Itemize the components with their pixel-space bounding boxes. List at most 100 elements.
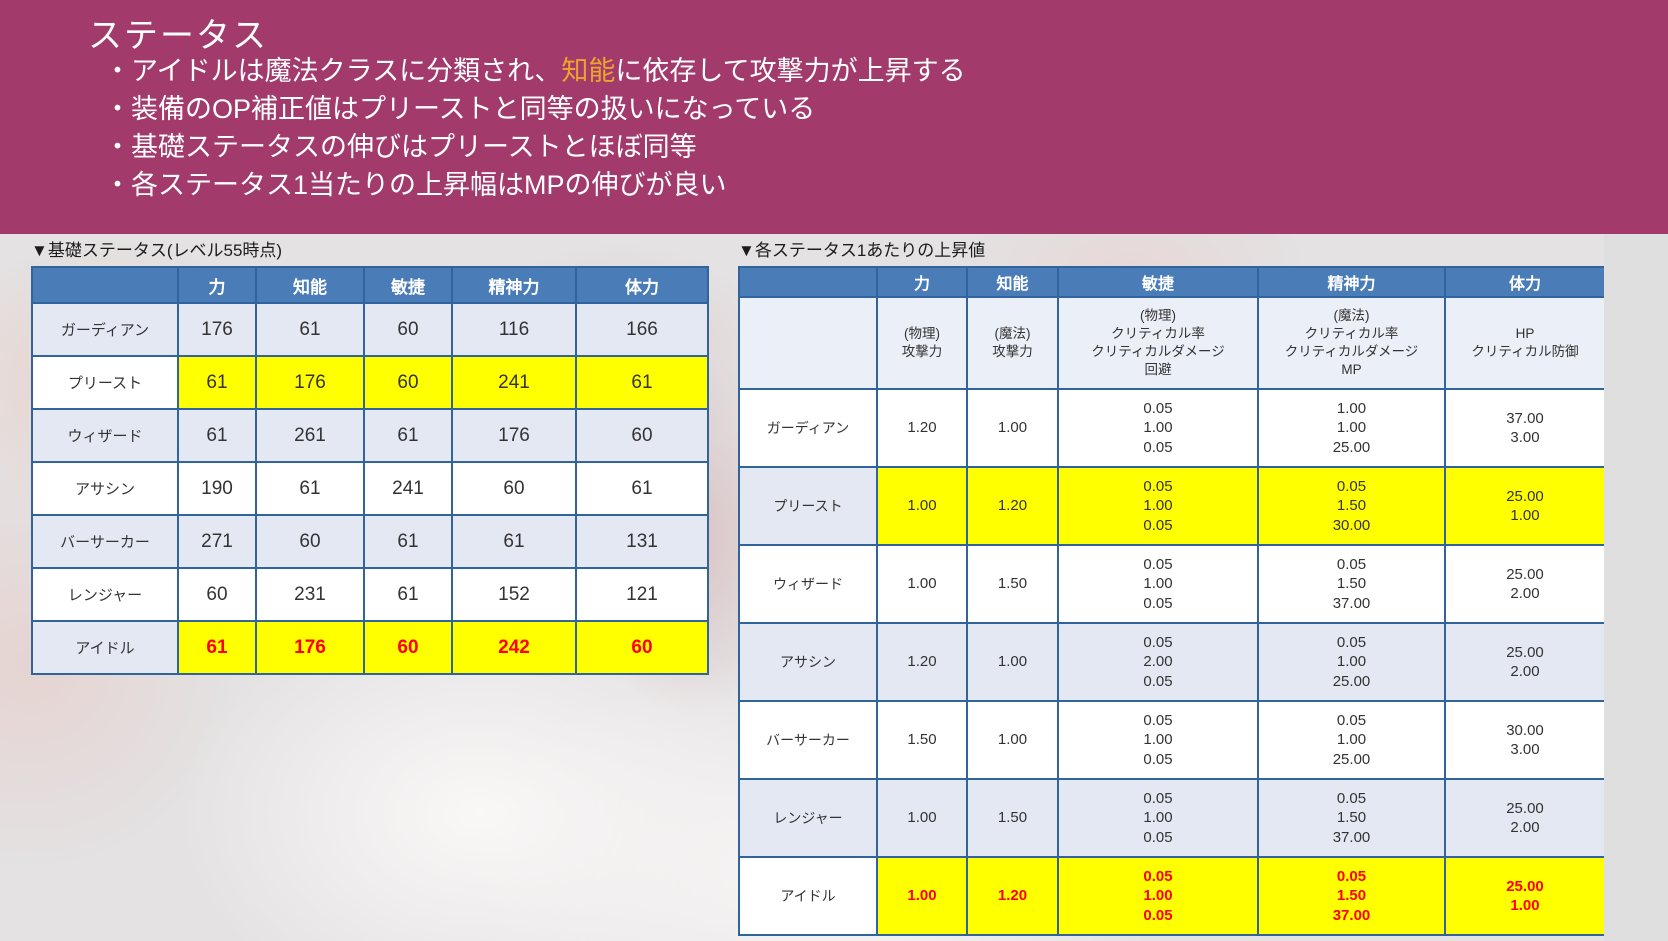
- stat-value-cell: 61: [177, 355, 257, 410]
- column-header-cell: 力: [876, 266, 968, 298]
- note-line: ・基礎ステータスの伸びはプリーストとほぼ同等: [104, 128, 966, 166]
- stat-value-cell: 176: [451, 408, 577, 463]
- stat-value-cell: 0.05 1.00 0.05: [1057, 466, 1259, 546]
- stat-value-cell: 25.00 2.00: [1444, 544, 1606, 624]
- stat-value-cell: 1.50: [876, 700, 968, 780]
- stat-value-cell: 61: [575, 355, 709, 410]
- column-header-cell: 体力: [575, 266, 709, 304]
- stat-value-cell: 61: [363, 514, 453, 569]
- stat-value-cell: 0.05 1.00 25.00: [1257, 700, 1446, 780]
- stat-value-cell: 0.05 1.00 0.05: [1057, 544, 1259, 624]
- table-row: アサシン 1.20 1.00 0.05 2.00 0.05 0.05 1.00 25.0…: [738, 622, 1606, 702]
- class-name-cell: アサシン: [738, 622, 878, 702]
- subheader-cell: (魔法) 攻撃力: [966, 296, 1059, 390]
- stat-value-cell: 60: [363, 620, 453, 675]
- stat-value-cell: 60: [575, 408, 709, 463]
- stat-value-cell: 61: [575, 461, 709, 516]
- stat-value-cell: 30.00 3.00: [1444, 700, 1606, 780]
- stat-value-cell: 0.05 1.00 0.05: [1057, 856, 1259, 936]
- note-line: ・各ステータス1当たりの上昇幅はMPの伸びが良い: [104, 166, 966, 204]
- table-row: アサシン 190 61 241 60 61: [31, 461, 709, 516]
- stat-value-cell: 60: [451, 461, 577, 516]
- table-row: バーサーカー 271 60 61 61 131: [31, 514, 709, 569]
- stat-value-cell: 1.00: [966, 388, 1059, 468]
- stat-value-cell: 176: [255, 620, 365, 675]
- stat-value-cell: 1.00: [966, 700, 1059, 780]
- note-text: ・アイドルは魔法クラスに分類され、: [104, 56, 562, 86]
- stat-value-cell: 241: [363, 461, 453, 516]
- stat-value-cell: 0.05 1.50 37.00: [1257, 778, 1446, 858]
- table-row: プリースト 61 176 60 241 61: [31, 355, 709, 410]
- stat-value-cell: 176: [255, 355, 365, 410]
- class-name-cell: プリースト: [738, 466, 878, 546]
- table-row: アイドル 61 176 60 242 60: [31, 620, 709, 675]
- header-row: 力知能 敏捷 精神力 体力: [738, 266, 1606, 298]
- stat-value-cell: 0.05 2.00 0.05: [1057, 622, 1259, 702]
- column-header-cell: 敏捷: [1057, 266, 1259, 298]
- column-header-cell: 力: [177, 266, 257, 304]
- header-banner: ステータス ・アイドルは魔法クラスに分類され、知能に依存して攻撃力が上昇する・装…: [0, 0, 1668, 234]
- subheader-cell: (魔法) クリティカル率 クリティカルダメージ MP: [1257, 296, 1446, 390]
- note-line: ・装備のOP補正値はプリーストと同等の扱いになっている: [104, 90, 966, 128]
- corner-cell: [31, 266, 179, 304]
- stat-value-cell: 131: [575, 514, 709, 569]
- page-title: ステータス: [88, 17, 268, 55]
- class-name-cell: アサシン: [31, 461, 179, 516]
- stat-value-cell: 1.50: [966, 778, 1059, 858]
- table-row: ガーディアン 176 61 60 116 166: [31, 302, 709, 357]
- table-row: アイドル 1.00 1.20 0.05 1.00 0.05 0.05 1.50 37.0…: [738, 856, 1606, 936]
- stat-value-cell: 25.00 2.00: [1444, 622, 1606, 702]
- base-stats-section: ▼基礎ステータス(レベル55時点) 力知能 敏捷 精神力 体力 ガーディアン 176 61…: [31, 240, 709, 675]
- stat-value-cell: 37.00 3.00: [1444, 388, 1606, 468]
- class-name-cell: レンジャー: [31, 567, 179, 622]
- column-header-cell: 知能: [255, 266, 365, 304]
- table-row: プリースト 1.00 1.20 0.05 1.00 0.05 0.05 1.50 30.…: [738, 466, 1606, 546]
- class-name-cell: プリースト: [31, 355, 179, 410]
- class-name-cell: バーサーカー: [738, 700, 878, 780]
- stat-value-cell: 190: [177, 461, 257, 516]
- corner-cell: [738, 266, 878, 298]
- stat-value-cell: 61: [177, 408, 257, 463]
- stat-value-cell: 0.05 1.00 0.05: [1057, 778, 1259, 858]
- class-name-cell: レンジャー: [738, 778, 878, 858]
- stat-value-cell: 61: [363, 567, 453, 622]
- stat-value-cell: 1.00: [966, 622, 1059, 702]
- stat-value-cell: 60: [363, 302, 453, 357]
- note-text: ・装備のOP補正値はプリーストと同等の扱いになっている: [104, 94, 816, 124]
- stat-value-cell: 0.05 1.50 37.00: [1257, 856, 1446, 936]
- base-stats-title: ▼基礎ステータス(レベル55時点): [31, 241, 283, 260]
- table-row: レンジャー 1.00 1.50 0.05 1.00 0.05 0.05 1.50 37.…: [738, 778, 1606, 858]
- per-stat-table: 力知能 敏捷 精神力 体力 (物理) 攻撃力 (魔法) 攻撃力 (物理) クリティカル率 …: [738, 266, 1606, 936]
- stat-value-cell: 0.05 1.00 0.05: [1057, 388, 1259, 468]
- stat-value-cell: 1.00 1.00 25.00: [1257, 388, 1446, 468]
- subheader-cell: (物理) 攻撃力: [876, 296, 968, 390]
- stat-value-cell: 61: [177, 620, 257, 675]
- stat-value-cell: 0.05 1.00 25.00: [1257, 622, 1446, 702]
- stat-value-cell: 1.20: [966, 856, 1059, 936]
- stat-value-cell: 1.00: [876, 466, 968, 546]
- header-row: 力知能 敏捷 精神力 体力: [31, 266, 709, 304]
- stat-value-cell: 0.05 1.00 0.05: [1057, 700, 1259, 780]
- note-line: ・アイドルは魔法クラスに分類され、知能に依存して攻撃力が上昇する: [104, 52, 966, 90]
- class-name-cell: ウィザード: [738, 544, 878, 624]
- subheader-cell: HP クリティカル防御: [1444, 296, 1606, 390]
- per-stat-section: ▼各ステータス1あたりの上昇値 力知能 敏捷 精神力 体力 (物理) 攻撃力 (魔法) …: [738, 240, 1606, 936]
- note-text: に依存して攻撃力が上昇する: [615, 56, 966, 86]
- stat-value-cell: 1.00: [876, 778, 968, 858]
- stat-value-cell: 0.05 1.50 37.00: [1257, 544, 1446, 624]
- class-name-cell: ガーディアン: [31, 302, 179, 357]
- class-name-cell: ウィザード: [31, 408, 179, 463]
- stat-value-cell: 25.00 2.00: [1444, 778, 1606, 858]
- content-area: ▼基礎ステータス(レベル55時点) 力知能 敏捷 精神力 体力 ガーディアン 176 61…: [0, 234, 1668, 941]
- stat-value-cell: 1.20: [966, 466, 1059, 546]
- stat-value-cell: 60: [177, 567, 257, 622]
- stat-value-cell: 1.20: [876, 388, 968, 468]
- notes-list: ・アイドルは魔法クラスに分類され、知能に依存して攻撃力が上昇する・装備のOP補正…: [104, 52, 966, 204]
- column-header-cell: 体力: [1444, 266, 1606, 298]
- base-stats-table: 力知能 敏捷 精神力 体力 ガーディアン 176 61 60 116 166 プリースト 61 176…: [31, 266, 709, 675]
- stat-value-cell: 60: [363, 355, 453, 410]
- per-stat-title: ▼各ステータス1あたりの上昇値: [738, 241, 986, 260]
- stat-value-cell: 241: [451, 355, 577, 410]
- stat-value-cell: 1.20: [876, 622, 968, 702]
- table-row: バーサーカー 1.50 1.00 0.05 1.00 0.05 0.05 1.00 25…: [738, 700, 1606, 780]
